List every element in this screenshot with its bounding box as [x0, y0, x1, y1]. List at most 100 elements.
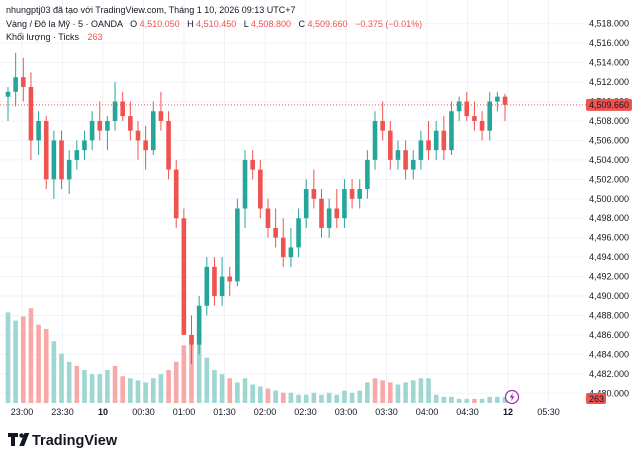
price-tick-label: 4,502.000 [589, 174, 629, 184]
volume-bar [388, 382, 393, 403]
price-candles [5, 52, 508, 365]
high-value: 4,510.450 [196, 19, 236, 29]
candle-body [82, 140, 87, 151]
volume-bar [66, 361, 72, 403]
candle-body [319, 198, 324, 228]
price-axis[interactable]: 4,480.000 4,482.000 4,484.000 4,486.000 4,48… [589, 19, 629, 399]
price-tick-label: 4,490.000 [589, 291, 629, 301]
price-tick-label: 4,482.000 [589, 369, 629, 379]
candle-body [265, 208, 271, 228]
volume-bar [120, 376, 125, 403]
volume-bar [380, 380, 385, 403]
volume-bar [288, 392, 294, 403]
candle-body [495, 96, 500, 102]
candle-body [212, 266, 217, 297]
candle-body [449, 111, 454, 151]
time-tick-label: 00:30 [132, 407, 155, 417]
volume-bar [135, 380, 141, 403]
lightning-icon[interactable] [504, 389, 520, 405]
volume-bar [74, 365, 80, 403]
candle-body [120, 101, 125, 117]
candle-body [273, 227, 278, 238]
candle-body [456, 101, 462, 112]
price-tick-label: 4,496.000 [589, 233, 629, 243]
price-tick-label: 4,504.000 [589, 155, 629, 165]
volume-bar [196, 341, 202, 403]
volume-bar [158, 374, 164, 403]
candle-body [418, 140, 424, 160]
candle-body [128, 116, 133, 131]
time-tick-label: 04:00 [416, 407, 439, 417]
tradingview-logo-icon [8, 433, 30, 446]
volume-bar [319, 394, 324, 403]
time-tick-label: 01:30 [213, 407, 236, 417]
candle-body [296, 218, 301, 248]
candle-body [464, 101, 470, 117]
last-volume-label: 263 [589, 394, 604, 404]
price-tick-label: 4,500.000 [589, 194, 629, 204]
volume-bar [128, 378, 133, 403]
volume-bar [112, 365, 118, 403]
price-tick-label: 4,516.000 [589, 38, 629, 48]
volume-bar [181, 345, 187, 403]
volume-bar [105, 370, 110, 403]
volume-bar [349, 392, 355, 403]
symbol-name[interactable]: Vàng / Đô la Mỹ · 5 · OANDA [6, 19, 123, 29]
price-tick-label: 4,508.000 [589, 116, 629, 126]
volume-label[interactable]: Khối lượng · Ticks [6, 32, 79, 42]
volume-bar [5, 312, 11, 403]
candle-body [303, 189, 309, 219]
close-label: C [298, 19, 305, 29]
volume-bar [258, 386, 263, 403]
volume-bar [43, 328, 49, 403]
volume-bar [82, 370, 87, 403]
volume-bar [273, 390, 278, 403]
candle-body [403, 150, 408, 170]
price-tick-label: 4,484.000 [589, 349, 629, 359]
candle-body [380, 120, 385, 131]
time-axis[interactable]: 23:00 23:30 10 00:30 01:00 01:30 02:00 02:30 03:… [11, 407, 560, 417]
candle-body [135, 130, 141, 141]
candle-body [349, 189, 355, 199]
volume-bar [150, 378, 156, 403]
close-value: 4,509.660 [308, 19, 348, 29]
time-tick-label: 04:30 [456, 407, 479, 417]
candle-body [13, 77, 18, 92]
volume-bar [357, 390, 363, 403]
time-tick-label: 23:30 [51, 407, 74, 417]
candle-body [242, 159, 248, 209]
volume-bar [280, 392, 286, 403]
candle-body [204, 266, 210, 306]
volume-bar [189, 335, 194, 403]
candle-body [441, 130, 447, 151]
candle-body [280, 237, 286, 258]
time-tick-label: 12 [503, 407, 513, 417]
time-tick-label: 03:00 [335, 407, 358, 417]
volume-bar [418, 378, 424, 403]
price-tick-label: 4,492.000 [589, 272, 629, 282]
volume-bar [250, 384, 255, 403]
candle-body [227, 276, 233, 282]
attribution-text: nhungptj03 đã tạo với TradingView.com, T… [6, 5, 296, 15]
candle-body [143, 140, 148, 151]
volume-bar [479, 398, 485, 403]
price-tick-label: 4,486.000 [589, 330, 629, 340]
low-label: L [244, 19, 249, 29]
candle-body [112, 101, 118, 121]
candle-body [357, 189, 363, 199]
candle-body [426, 140, 431, 151]
candle-body [89, 120, 95, 141]
volume-bar [242, 378, 248, 403]
candle-body [28, 86, 34, 141]
volume-bar [219, 374, 225, 403]
symbol-info-line: Vàng / Đô la Mỹ · 5 · OANDA O 4,510.050 … [6, 19, 422, 29]
volume-bar [303, 394, 309, 403]
candle-body [326, 208, 332, 228]
price-tick-label: 4,480.000 [589, 388, 629, 398]
candle-body [334, 208, 340, 219]
candle-body [36, 120, 41, 141]
candle-body [43, 120, 49, 180]
tradingview-logo-text: TradingView [32, 433, 118, 449]
candle-body [502, 96, 508, 105]
last-price-label: 4,509.660 [589, 100, 629, 110]
